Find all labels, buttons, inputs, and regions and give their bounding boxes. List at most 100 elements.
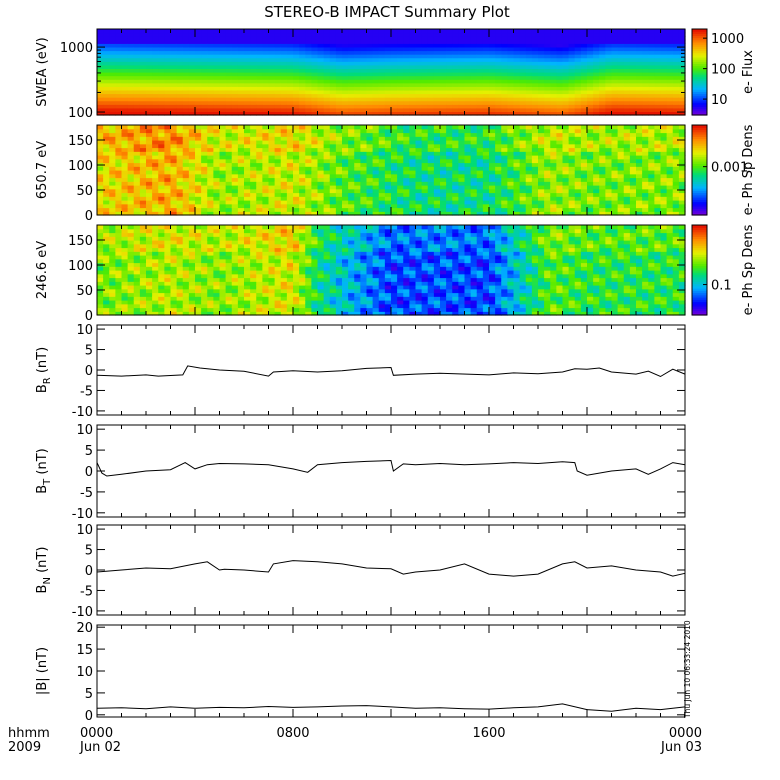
heatmap-cell: [109, 158, 116, 164]
heatmap-cell: [354, 162, 361, 167]
heatmap-cell: [611, 162, 619, 167]
heatmap-cell: [115, 247, 123, 252]
heatmap-cell: [354, 211, 361, 216]
heatmap-cell: [293, 104, 300, 109]
heatmap-cell: [623, 107, 631, 113]
heatmap-cell: [133, 46, 141, 52]
heatmap-cell: [335, 151, 343, 156]
heatmap-cell: [415, 125, 423, 130]
heatmap-cell: [446, 97, 453, 102]
heatmap-cell: [617, 203, 625, 209]
heatmap-cell: [348, 196, 355, 201]
heatmap-cell: [201, 170, 208, 175]
heatmap-cell: [476, 158, 484, 164]
heatmap-cell: [538, 196, 545, 201]
heatmap-cell: [201, 32, 208, 37]
heatmap-cell: [531, 50, 539, 55]
heatmap-cell: [544, 211, 551, 216]
heatmap-cell: [409, 136, 417, 141]
heatmap-cell: [213, 104, 221, 109]
heatmap-cell: [274, 200, 282, 205]
heatmap-cell: [158, 46, 165, 52]
heatmap-cell: [642, 39, 649, 44]
heatmap-cell: [660, 185, 668, 190]
heatmap-cell: [213, 132, 221, 137]
heatmap-cell: [391, 75, 398, 80]
heatmap-cell: [507, 170, 515, 175]
heatmap-cell: [256, 125, 263, 130]
heatmap-cell: [519, 181, 527, 186]
heatmap-cell: [642, 166, 649, 171]
heatmap-cell: [440, 185, 447, 190]
heatmap-cell: [152, 93, 159, 98]
heatmap-cell: [109, 311, 116, 316]
heatmap-cell: [103, 258, 110, 264]
heatmap-cell: [654, 36, 662, 41]
heatmap-cell: [354, 57, 361, 62]
heatmap-cell: [593, 128, 600, 134]
heatmap-cell: [262, 50, 270, 55]
heatmap-cell: [501, 72, 508, 77]
heatmap-cell: [219, 36, 227, 41]
heatmap-cell: [629, 82, 637, 87]
heatmap-cell: [556, 82, 564, 87]
heatmap-cell: [182, 57, 190, 62]
heatmap-cell: [397, 97, 404, 102]
heatmap-cell: [433, 170, 441, 175]
heatmap-cell: [507, 54, 515, 59]
heatmap-cell: [568, 200, 576, 205]
heatmap-cell: [182, 177, 190, 182]
heatmap-cell: [207, 132, 214, 137]
heatmap-cell: [335, 93, 343, 98]
heatmap-cell: [482, 75, 490, 80]
heatmap-cell: [629, 89, 637, 95]
heatmap-cell: [415, 79, 423, 84]
heatmap-cell: [170, 64, 178, 70]
heatmap-cell: [360, 181, 368, 186]
heatmap-cell: [182, 68, 190, 73]
heatmap-cell: [244, 200, 251, 205]
heatmap-cell: [360, 97, 368, 102]
heatmap-cell: [391, 173, 398, 179]
heatmap-cell: [213, 64, 221, 70]
heatmap-cell: [188, 93, 196, 98]
heatmap-cell: [580, 200, 588, 205]
heatmap-cell: [415, 170, 423, 175]
heatmap-cell: [678, 188, 686, 194]
heatmap-cell: [293, 54, 300, 59]
heatmap-cell: [593, 93, 600, 98]
heatmap-cell: [666, 162, 674, 167]
heatmap-cell: [391, 170, 398, 175]
heatmap-cell: [360, 54, 368, 59]
heatmap-cell: [127, 166, 135, 171]
heatmap-cell: [587, 185, 594, 190]
heatmap-cell: [335, 39, 343, 44]
heatmap-cell: [176, 86, 184, 91]
heatmap-cell: [378, 196, 386, 201]
heatmap-cell: [250, 93, 257, 98]
heatmap-cell: [182, 166, 190, 171]
heatmap-cell: [317, 61, 325, 66]
heatmap-cell: [323, 177, 331, 182]
heatmap-cell: [593, 207, 600, 212]
heatmap-cell: [299, 107, 306, 113]
heatmap-cell: [660, 43, 668, 48]
heatmap-cell: [207, 54, 214, 59]
heatmap-cell: [250, 207, 257, 212]
heatmap-cell: [354, 97, 361, 102]
heatmap-cell: [342, 166, 349, 171]
heatmap-cell: [274, 188, 282, 194]
heatmap-cell: [384, 104, 392, 109]
heatmap-cell: [403, 177, 410, 182]
heatmap-cell: [127, 288, 135, 294]
heatmap-cell: [188, 147, 196, 152]
heatmap-cell: [311, 39, 319, 44]
heatmap-cell: [244, 79, 251, 84]
heatmap-cell: [544, 68, 551, 73]
heatmap-cell: [158, 93, 165, 98]
heatmap-cell: [617, 140, 625, 145]
heatmap-cell: [164, 97, 172, 102]
heatmap-cell: [550, 203, 557, 209]
heatmap-cell: [121, 75, 129, 80]
heatmap-cell: [182, 132, 190, 137]
